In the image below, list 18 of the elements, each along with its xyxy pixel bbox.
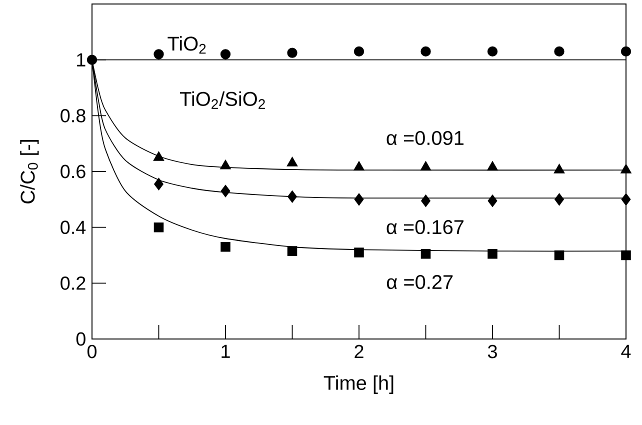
series-label: α =0.27 xyxy=(386,275,453,290)
x-tick-label: 1 xyxy=(222,344,230,358)
series-label: α =0.091 xyxy=(386,130,464,146)
x-tick-label: 3 xyxy=(488,344,497,358)
y-tick-label: 0.2 xyxy=(60,276,86,290)
x-tick-label: 2 xyxy=(354,344,364,358)
x-tick-label: 0 xyxy=(87,344,97,358)
y-tick-label: 1 xyxy=(77,53,86,66)
x-axis-title: Time [h] xyxy=(324,375,394,394)
series-label: α =0.167 xyxy=(386,220,464,234)
y-tick-label: 0.8 xyxy=(60,108,86,122)
y-axis-title: C/C$_{0}$ [-] xyxy=(20,140,39,204)
y-tick-label: 0.6 xyxy=(60,164,86,178)
y-tick-label: 0 xyxy=(76,332,86,346)
x-tick-label: 4 xyxy=(621,344,631,358)
y-tick-label: 0.4 xyxy=(60,220,86,234)
series-label: TiO$_{2}$ xyxy=(168,36,206,54)
annotation: TiO$_{2}$/SiO$_{2}$ xyxy=(180,91,265,109)
